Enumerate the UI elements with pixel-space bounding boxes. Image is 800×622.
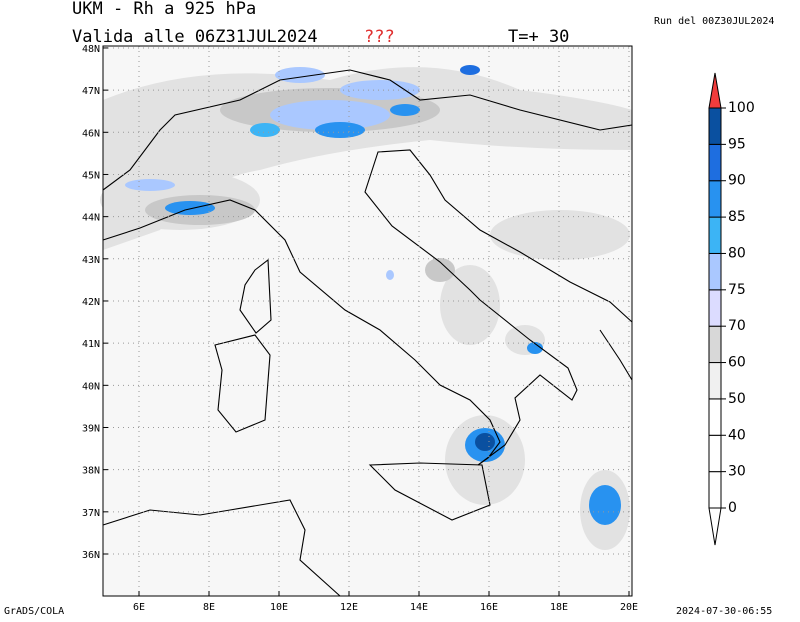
colorbar-segment bbox=[708, 216, 722, 254]
lon-label: 20E bbox=[620, 602, 638, 613]
humidity-maxima bbox=[125, 65, 621, 525]
colorbar-segment bbox=[708, 325, 722, 364]
colorbar-label: 95 bbox=[728, 136, 746, 152]
footer-right: 2024-07-30-06:55 bbox=[676, 606, 772, 617]
colorbar-segment bbox=[708, 471, 722, 509]
colorbar-segment bbox=[708, 143, 722, 182]
map: 36N 37N 38N 39N 40N 41N 42N 43N 44N 45N 46N 47N 48N 6… bbox=[82, 44, 638, 613]
lat-label: 36N bbox=[82, 550, 100, 561]
colorbar-label: 75 bbox=[728, 282, 746, 298]
colorbar-label: 80 bbox=[728, 245, 746, 261]
lat-label: 43N bbox=[82, 255, 100, 266]
colorbar-segment bbox=[708, 434, 722, 473]
lat-label: 38N bbox=[82, 466, 100, 477]
valid-time: Valida alle 06Z31JUL2024 bbox=[72, 27, 318, 47]
coastlines bbox=[102, 69, 633, 597]
colorbar-label: 30 bbox=[728, 464, 746, 480]
lat-label: 48N bbox=[82, 44, 100, 55]
colorbar-segment bbox=[708, 398, 722, 436]
lat-label: 42N bbox=[82, 297, 100, 308]
colorbar-segment bbox=[708, 289, 722, 327]
lat-label: 45N bbox=[82, 170, 100, 181]
lat-label: 37N bbox=[82, 508, 100, 519]
lat-label: 41N bbox=[82, 339, 100, 350]
lat-label: 47N bbox=[82, 86, 100, 97]
lat-label: 44N bbox=[82, 213, 100, 224]
lat-label: 40N bbox=[82, 381, 100, 392]
colorbar-over bbox=[708, 72, 722, 109]
lon-label: 16E bbox=[480, 602, 498, 613]
colorbar-label: 40 bbox=[728, 427, 746, 443]
flag: ??? bbox=[364, 27, 395, 47]
footer-left: GrADS/COLA bbox=[4, 606, 64, 617]
lon-label: 8E bbox=[203, 602, 215, 613]
colorbar: 0 30 40 50 60 70 75 80 85 90 95 100 bbox=[708, 72, 755, 546]
lon-label: 6E bbox=[133, 602, 145, 613]
colorbar-label: 100 bbox=[728, 100, 755, 116]
colorbar-segment bbox=[708, 252, 722, 291]
lon-label: 14E bbox=[410, 602, 428, 613]
colorbar-segment bbox=[708, 107, 722, 145]
colorbar-label: 60 bbox=[728, 355, 746, 371]
lon-label: 18E bbox=[550, 602, 568, 613]
colorbar-label: 50 bbox=[728, 391, 746, 407]
colorbar-label: 70 bbox=[728, 318, 746, 334]
lat-label: 46N bbox=[82, 128, 100, 139]
map-frame bbox=[102, 45, 633, 597]
colorbar-segment bbox=[708, 180, 722, 218]
title: UKM - Rh a 925 hPa bbox=[72, 0, 256, 19]
colorbar-label: 90 bbox=[728, 173, 746, 189]
forecast-step: T=+ 30 bbox=[508, 27, 569, 47]
colorbar-under bbox=[708, 507, 722, 546]
lon-label: 10E bbox=[270, 602, 288, 613]
colorbar-segment bbox=[708, 362, 722, 400]
grid: 36N 37N 38N 39N 40N 41N 42N 43N 44N 45N 46N 47N 48N 6… bbox=[82, 44, 638, 613]
lon-label: 12E bbox=[340, 602, 358, 613]
colorbar-label: 85 bbox=[728, 209, 746, 225]
colorbar-label: 0 bbox=[728, 500, 737, 516]
lat-label: 39N bbox=[82, 423, 100, 434]
run-time: Run del 00Z30JUL2024 bbox=[654, 16, 774, 27]
